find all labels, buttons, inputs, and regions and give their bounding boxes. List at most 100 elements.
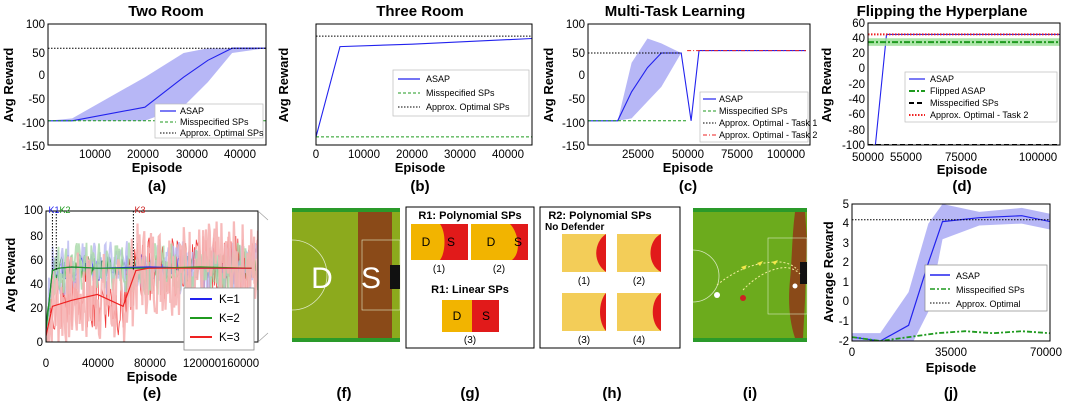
xlabel-c: Episode	[663, 160, 714, 175]
panel-h1	[562, 234, 606, 272]
legend-e-k2: K=2	[219, 313, 240, 325]
xtick-a-40000: 40000	[224, 149, 256, 161]
ytick-j-0: 0	[843, 296, 849, 308]
legend-d-task2: Approx. Optimal - Task 2	[930, 110, 1028, 120]
subplot-a: Two Room 100 50 0 -50 -100 -150 10000 20…	[1, 3, 266, 195]
marker-e-k1: K1	[48, 205, 59, 215]
ytick-c-0: 0	[579, 70, 585, 82]
caption-g: (g)	[460, 385, 479, 402]
panel-g3: D S	[442, 300, 499, 332]
panel-label-g3: (3)	[464, 335, 476, 346]
legend-a-asap: ASAP	[180, 106, 204, 116]
field-f-bottom-strip	[292, 338, 400, 342]
legend-c-task1: Approx. Optimal - Task 1	[719, 118, 817, 128]
ytick-d--60: -60	[848, 109, 865, 121]
subplot-c: Multi-Task Learning 100 50 0 -50 -100 -1…	[541, 3, 817, 195]
legend-j-asap: ASAP	[956, 271, 980, 281]
region-d-g3: D	[453, 309, 462, 323]
ytick-c--150: -150	[562, 141, 585, 153]
legend-b-asap: ASAP	[426, 74, 450, 84]
field-f-top-strip	[292, 208, 400, 212]
legend-b-optimal: Approx. Optimal SPs	[426, 102, 510, 112]
goal-f	[390, 265, 400, 289]
panel-g1: D S	[411, 224, 468, 260]
ytick-j-3: 3	[843, 238, 849, 250]
legend-c-misspec: Misspecified SPs	[719, 106, 788, 116]
legend-a-misspec: Misspecified SPs	[180, 117, 249, 127]
legend-b-misspec: Misspecified SPs	[426, 88, 495, 98]
legend-j-misspec: Misspecified SPs	[956, 285, 1025, 295]
ytick-a-50: 50	[32, 48, 45, 60]
legend-a-optimal: Approx. Optimal SPs	[180, 128, 264, 138]
caption-f: (f)	[337, 385, 352, 402]
caption-d: (d)	[952, 178, 971, 195]
frame-corner-line-e2	[258, 333, 268, 342]
xtick-d-55000: 55000	[890, 152, 922, 164]
caption-a: (a)	[148, 178, 166, 195]
subplot-i: (i)	[693, 208, 807, 402]
agent-i-3	[793, 284, 798, 289]
panel-h2	[617, 234, 661, 272]
ytick-c--50: -50	[568, 94, 585, 106]
ytick-d--20: -20	[848, 79, 865, 91]
region-s-g2: S	[514, 235, 522, 249]
xtick-b-30000: 30000	[444, 149, 476, 161]
ytick-c-100: 100	[566, 19, 585, 31]
ytick-j-4: 4	[843, 218, 850, 230]
ytick-e-80: 80	[30, 231, 43, 243]
xtick-j-70000: 70000	[1030, 347, 1062, 359]
xlabel-b: Episode	[395, 160, 446, 175]
xtick-e-160000: 160000	[221, 358, 259, 370]
xtick-a-10000: 10000	[79, 149, 111, 161]
subplot-f: D S (f)	[292, 208, 400, 402]
legend-e-k3: K=3	[219, 332, 240, 344]
heading-h: R2: Polynomial SPs	[548, 210, 651, 222]
shooter-label-f: S	[361, 262, 381, 295]
agent-i-1	[714, 292, 720, 298]
region-d-g1: D	[422, 235, 431, 249]
ylabel-d: Avg Reward	[819, 48, 834, 123]
field-i-bottom-strip	[693, 338, 807, 342]
legend-c-task2: Approx. Optimal - Task 2	[719, 130, 817, 140]
ytick-d-0: 0	[859, 63, 865, 75]
ytick-e-60: 60	[30, 255, 43, 267]
subheading-h: No Defender	[545, 222, 605, 233]
ytick-a--150: -150	[22, 141, 45, 153]
legend-d: ASAP Flipped ASAP Misspecified SPs Appro…	[905, 72, 1057, 122]
panel-label-h1: (1)	[578, 276, 590, 287]
ylabel-j: Average Reward	[821, 221, 836, 322]
xlabel-j: Episode	[926, 360, 977, 375]
subplot-e: 100 80 60 40 20 0 0 40000 80000 120000 1…	[3, 205, 268, 402]
title-c: Multi-Task Learning	[605, 3, 746, 20]
ytick-d-60: 60	[852, 18, 865, 30]
ylabel-e: Avg Reward	[3, 238, 18, 313]
subplot-j: 5 4 3 2 1 0 -1 -2 0 35000 70000 Episode …	[821, 199, 1062, 402]
title-b: Three Room	[376, 3, 464, 20]
ytick-j--2: -2	[839, 336, 849, 348]
ytick-e-20: 20	[30, 303, 43, 315]
xtick-e-40000: 40000	[82, 358, 114, 370]
frame-corner-line-e	[258, 211, 268, 220]
title-d: Flipping the Hyperplane	[857, 3, 1028, 20]
xtick-j-0: 0	[849, 347, 855, 359]
ytick-c-50: 50	[572, 48, 585, 60]
xtick-b-40000: 40000	[492, 149, 524, 161]
ytick-j-2: 2	[843, 257, 849, 269]
ytick-j--1: -1	[839, 316, 849, 328]
heading-g-poly: R1: Polynomial SPs	[418, 210, 521, 222]
legend-c-asap: ASAP	[719, 94, 743, 104]
ytick-a--50: -50	[28, 94, 45, 106]
legend-b: ASAP Misspecified SPs Approx. Optimal SP…	[393, 70, 529, 116]
field-i	[693, 208, 807, 342]
goal-i	[800, 262, 807, 284]
xtick-d-100000: 100000	[1019, 152, 1057, 164]
caption-i: (i)	[743, 385, 757, 402]
ylabel-b: Avg Reward	[276, 48, 291, 123]
xtick-e-120000: 120000	[183, 358, 221, 370]
ytick-d--40: -40	[848, 94, 865, 106]
xtick-j-35000: 35000	[935, 347, 967, 359]
subplot-g: R1: Polynomial SPs D S D S (1) (2) R1: L…	[406, 207, 534, 402]
title-a: Two Room	[128, 3, 204, 20]
panel-label-h2: (2)	[633, 276, 645, 287]
panel-label-h3: (3)	[578, 335, 590, 346]
